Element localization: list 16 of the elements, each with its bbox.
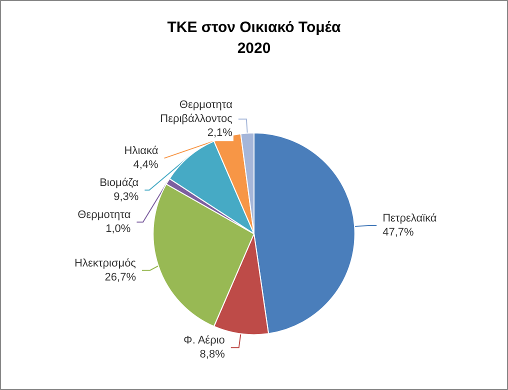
data-label: 26,7% — [104, 271, 136, 284]
data-label: 4,4% — [133, 159, 158, 172]
data-label: 9,3% — [114, 191, 139, 204]
chart-subtitle: 2020 — [237, 40, 271, 57]
slice-label: Πετρελαϊκά — [382, 212, 438, 225]
chart-title: ΤΚΕ στον Οικιακό Τομέα — [167, 19, 342, 36]
slice-label: Ηλιακά — [124, 145, 159, 158]
data-label: 8,8% — [200, 348, 226, 361]
slice-label: Φ. Αέριο — [184, 334, 225, 347]
slice-label: Θερμοτητα Περιβάλλοντος — [160, 99, 234, 126]
data-label: 47,7% — [382, 226, 414, 239]
data-label: 2,1% — [207, 127, 233, 140]
slice-label: Βιομάζα — [100, 177, 140, 190]
slice-label: Θερμοτητα — [78, 209, 132, 222]
slice-label: Ηλεκτρισμός — [74, 257, 136, 270]
data-label: 1,0% — [106, 223, 131, 236]
